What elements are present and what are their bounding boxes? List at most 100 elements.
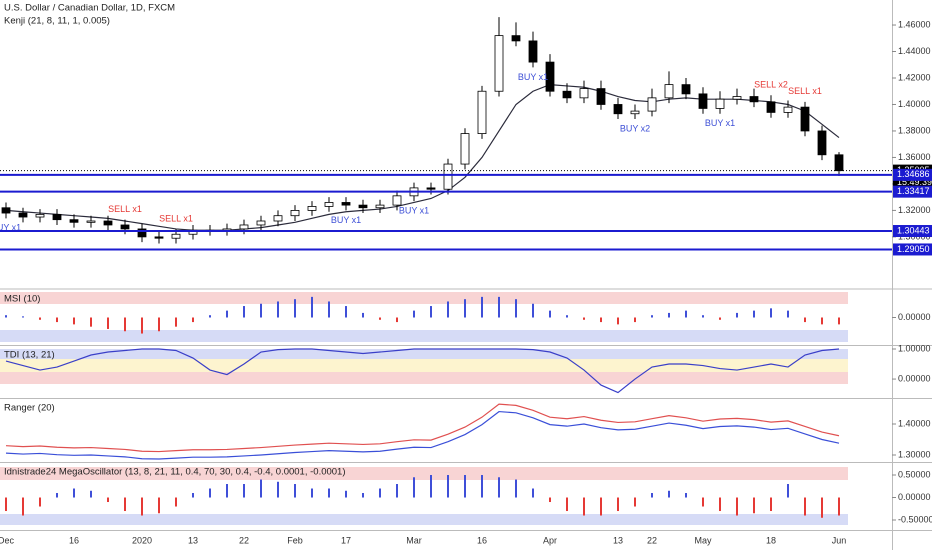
y-tick-label: 1.40000 [898, 99, 931, 109]
histogram-bar [124, 497, 126, 512]
histogram-bar [294, 484, 296, 498]
histogram-bar [209, 315, 211, 318]
y-tick-label: 1.00000 [898, 343, 931, 353]
candle-body [766, 101, 776, 113]
tdi-mid-band [0, 359, 848, 372]
histogram-bar [226, 310, 228, 318]
x-tick-label: 18 [766, 535, 776, 545]
histogram-bar [56, 493, 58, 498]
x-tick-label: 16 [69, 535, 79, 545]
pane-title: TDI (13, 21) [4, 350, 55, 361]
histogram-bar [90, 490, 92, 498]
x-tick-label: Mar [406, 535, 422, 545]
pane-title: MSI (10) [4, 294, 40, 305]
histogram-bar [5, 315, 7, 318]
histogram-bar [277, 481, 279, 498]
candle-body [52, 213, 62, 221]
y-tick-label: 0.00000 [898, 312, 931, 322]
histogram-bar [260, 303, 262, 318]
histogram-bar [328, 301, 330, 318]
histogram-bar [413, 310, 415, 318]
level-box [893, 185, 932, 198]
histogram-bar [481, 475, 483, 498]
x-tick-label: 2020 [132, 535, 152, 545]
histogram-bar [362, 493, 364, 498]
histogram-bar [685, 493, 687, 498]
histogram-bar [243, 484, 245, 498]
histogram-bar [549, 497, 551, 503]
histogram-bar [22, 497, 24, 516]
histogram-bar [243, 306, 245, 318]
histogram-bar [804, 497, 806, 516]
histogram-bar [566, 497, 568, 512]
sell-signal: SELL x1 [788, 86, 822, 96]
candle-body [783, 106, 793, 113]
histogram-bar [804, 317, 806, 323]
candle-body [494, 35, 504, 92]
histogram-bar [226, 484, 228, 498]
x-tick-label: May [694, 535, 712, 545]
histogram-bar [192, 493, 194, 498]
histogram-bar [532, 303, 534, 318]
histogram-bar [209, 488, 211, 498]
candle-body [69, 219, 79, 223]
sell-signal: SELL x2 [754, 80, 788, 90]
histogram-bar [583, 317, 585, 320]
histogram-bar [396, 484, 398, 498]
histogram-bar [141, 497, 143, 516]
candle-body [35, 213, 45, 218]
buy-signal: BUY x1 [399, 206, 429, 216]
candle-body [307, 206, 317, 211]
candle-body [545, 61, 555, 92]
histogram-bar [345, 490, 347, 498]
level-label: 1.30443 [897, 225, 930, 235]
histogram-bar [770, 308, 772, 318]
histogram-bar [294, 299, 296, 318]
candle-body [392, 195, 402, 206]
tdi-lower-band [0, 372, 848, 384]
level-label: 1.29050 [897, 244, 930, 254]
histogram-bar [73, 488, 75, 498]
histogram-bar [481, 296, 483, 318]
candle-body [647, 97, 657, 112]
histogram-bar [5, 497, 7, 512]
candle-body [86, 220, 96, 223]
candle-body [137, 228, 147, 238]
histogram-bar [141, 317, 143, 334]
histogram-bar [22, 316, 24, 318]
candle-body [290, 210, 300, 217]
histogram-bar [107, 497, 109, 503]
buy-signal: BUY x1 [0, 223, 21, 233]
histogram-bar [736, 497, 738, 516]
x-tick-label: 16 [477, 535, 487, 545]
histogram-bar [838, 497, 840, 516]
y-tick-label: -0.50000 [898, 514, 932, 524]
candle-body [443, 163, 453, 190]
histogram-bar [498, 296, 500, 318]
candle-body [562, 90, 572, 99]
candle-body [630, 110, 640, 115]
y-tick-label: 0.50000 [898, 469, 931, 479]
level-box [893, 225, 932, 238]
buy-signal: BUY x2 [620, 123, 650, 133]
histogram-bar [430, 306, 432, 318]
candle-body [239, 224, 249, 230]
x-tick-label: Apr [543, 535, 557, 545]
y-tick-label: 0.00000 [898, 373, 931, 383]
candle-body [511, 35, 521, 42]
candle-body [18, 212, 28, 218]
candle-body [273, 215, 283, 222]
histogram-bar [617, 317, 619, 325]
y-tick-label: 1.40000 [898, 418, 931, 428]
x-tick-label: 13 [188, 535, 198, 545]
y-tick-label: 0.00000 [898, 492, 931, 502]
histogram-bar [651, 315, 653, 318]
histogram-bar [311, 296, 313, 318]
histogram-bar [447, 475, 449, 498]
candle-body [834, 154, 844, 172]
candle-body [715, 98, 725, 109]
candle-body [817, 130, 827, 156]
y-tick-label: 1.38000 [898, 125, 931, 135]
histogram-bar [277, 301, 279, 318]
